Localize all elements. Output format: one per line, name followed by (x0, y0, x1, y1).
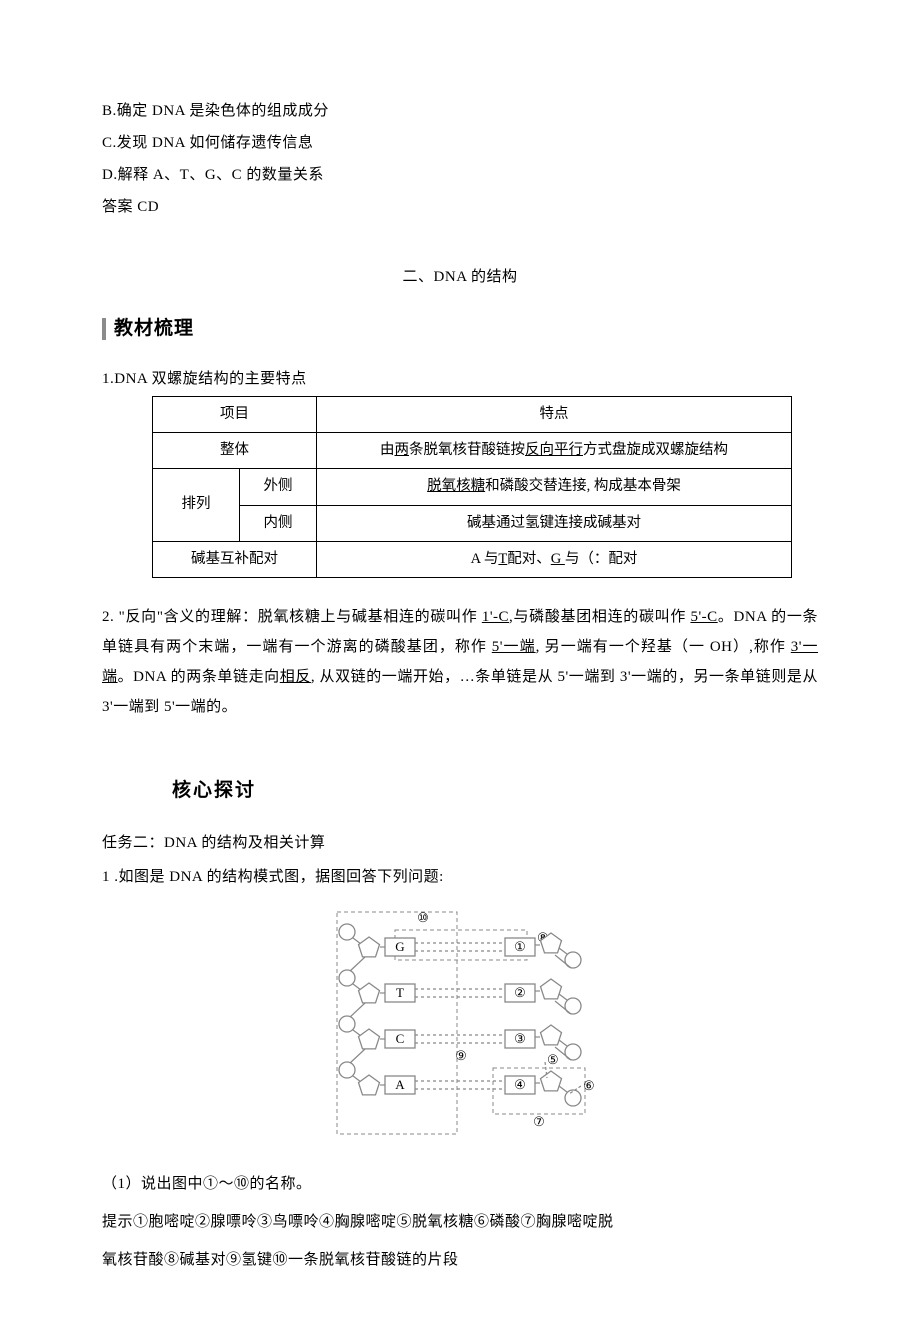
task2-title: 任务二：DNA 的结构及相关计算 (102, 828, 818, 858)
cell-whole-feat: 由两条脱氧核苷酸链按反向平行方式盘旋成双螺旋结构 (317, 433, 792, 469)
cell-inner: 内侧 (240, 505, 317, 541)
cell-pair-feat: A 与T配对、G 与（：配对 (317, 541, 792, 577)
svg-text:A: A (395, 1077, 405, 1092)
table-row: 项目 特点 (153, 397, 792, 433)
table-row: 排列 外侧 脱氧核糖和磷酸交替连接, 构成基本骨架 (153, 469, 792, 505)
table-row: 碱基互补配对 A 与T配对、G 与（：配对 (153, 541, 792, 577)
heading-textbook-comb: 教材梳理 (102, 310, 818, 348)
th-feature: 特点 (317, 397, 792, 433)
table-row: 整体 由两条脱氧核苷酸链按反向平行方式盘旋成双螺旋结构 (153, 433, 792, 469)
cell-whole: 整体 (153, 433, 317, 469)
option-c: C.发现 DNA 如何储存遗传信息 (102, 128, 818, 158)
hint-line-2: 氧核苷酸⑧碱基对⑨氢键⑩一条脱氧核苷酸链的片段 (102, 1245, 818, 1275)
svg-text:⑥: ⑥ (583, 1078, 595, 1093)
cell-inner-feat: 碱基通过氢键连接成碱基对 (317, 505, 792, 541)
th-item: 项目 (153, 397, 317, 433)
table-row: 内侧 碱基通过氢键连接成碱基对 (153, 505, 792, 541)
svg-text:G: G (395, 939, 404, 954)
heading-core-discuss: 核心探讨 (172, 772, 818, 810)
cell-outer: 外侧 (240, 469, 317, 505)
cell-arrange: 排列 (153, 469, 240, 541)
option-d: D.解释 A、T、G、C 的数量关系 (102, 160, 818, 190)
heading-bar-icon (102, 318, 106, 340)
dna-feature-table: 项目 特点 整体 由两条脱氧核苷酸链按反向平行方式盘旋成双螺旋结构 排列 外侧 … (152, 396, 792, 578)
svg-text:⑩: ⑩ (417, 910, 429, 925)
cell-pair: 碱基互补配对 (153, 541, 317, 577)
question-1: 1 .如图是 DNA 的结构模式图，据图回答下列问题: (102, 862, 818, 892)
option-b: B.确定 DNA 是染色体的组成成分 (102, 96, 818, 126)
svg-text:⑨: ⑨ (455, 1048, 467, 1063)
svg-text:⑦: ⑦ (533, 1114, 545, 1129)
sub1-title: 1.DNA 双螺旋结构的主要特点 (102, 364, 818, 394)
svg-text:①: ① (514, 939, 526, 954)
hint-line-1: 提示①胞嘧啶②腺嘌呤③鸟嘌呤④胸腺嘧啶⑤脱氧核糖⑥磷酸⑦胸腺嘧啶脱 (102, 1207, 818, 1237)
svg-text:⑤: ⑤ (547, 1052, 559, 1067)
svg-text:③: ③ (514, 1031, 526, 1046)
svg-text:④: ④ (514, 1077, 526, 1092)
para-reverse-meaning: 2. "反向"含义的理解：脱氧核糖上与碱基相连的碳叫作 1'-C,与磷酸基团相连… (102, 602, 818, 722)
section-2-title: 二、DNA 的结构 (102, 262, 818, 292)
cell-outer-feat: 脱氧核糖和磷酸交替连接, 构成基本骨架 (317, 469, 792, 505)
question-1-1: （1）说出图中①～⑩的名称。 (102, 1169, 818, 1199)
dna-structure-diagram: ⑩⑧G①T②C③A④⑨⑦⑤⑥ (102, 902, 818, 1153)
svg-text:T: T (396, 985, 404, 1000)
svg-text:②: ② (514, 985, 526, 1000)
answer: 答案 CD (102, 192, 818, 222)
svg-text:C: C (396, 1031, 405, 1046)
heading-text: 教材梳理 (114, 310, 194, 348)
